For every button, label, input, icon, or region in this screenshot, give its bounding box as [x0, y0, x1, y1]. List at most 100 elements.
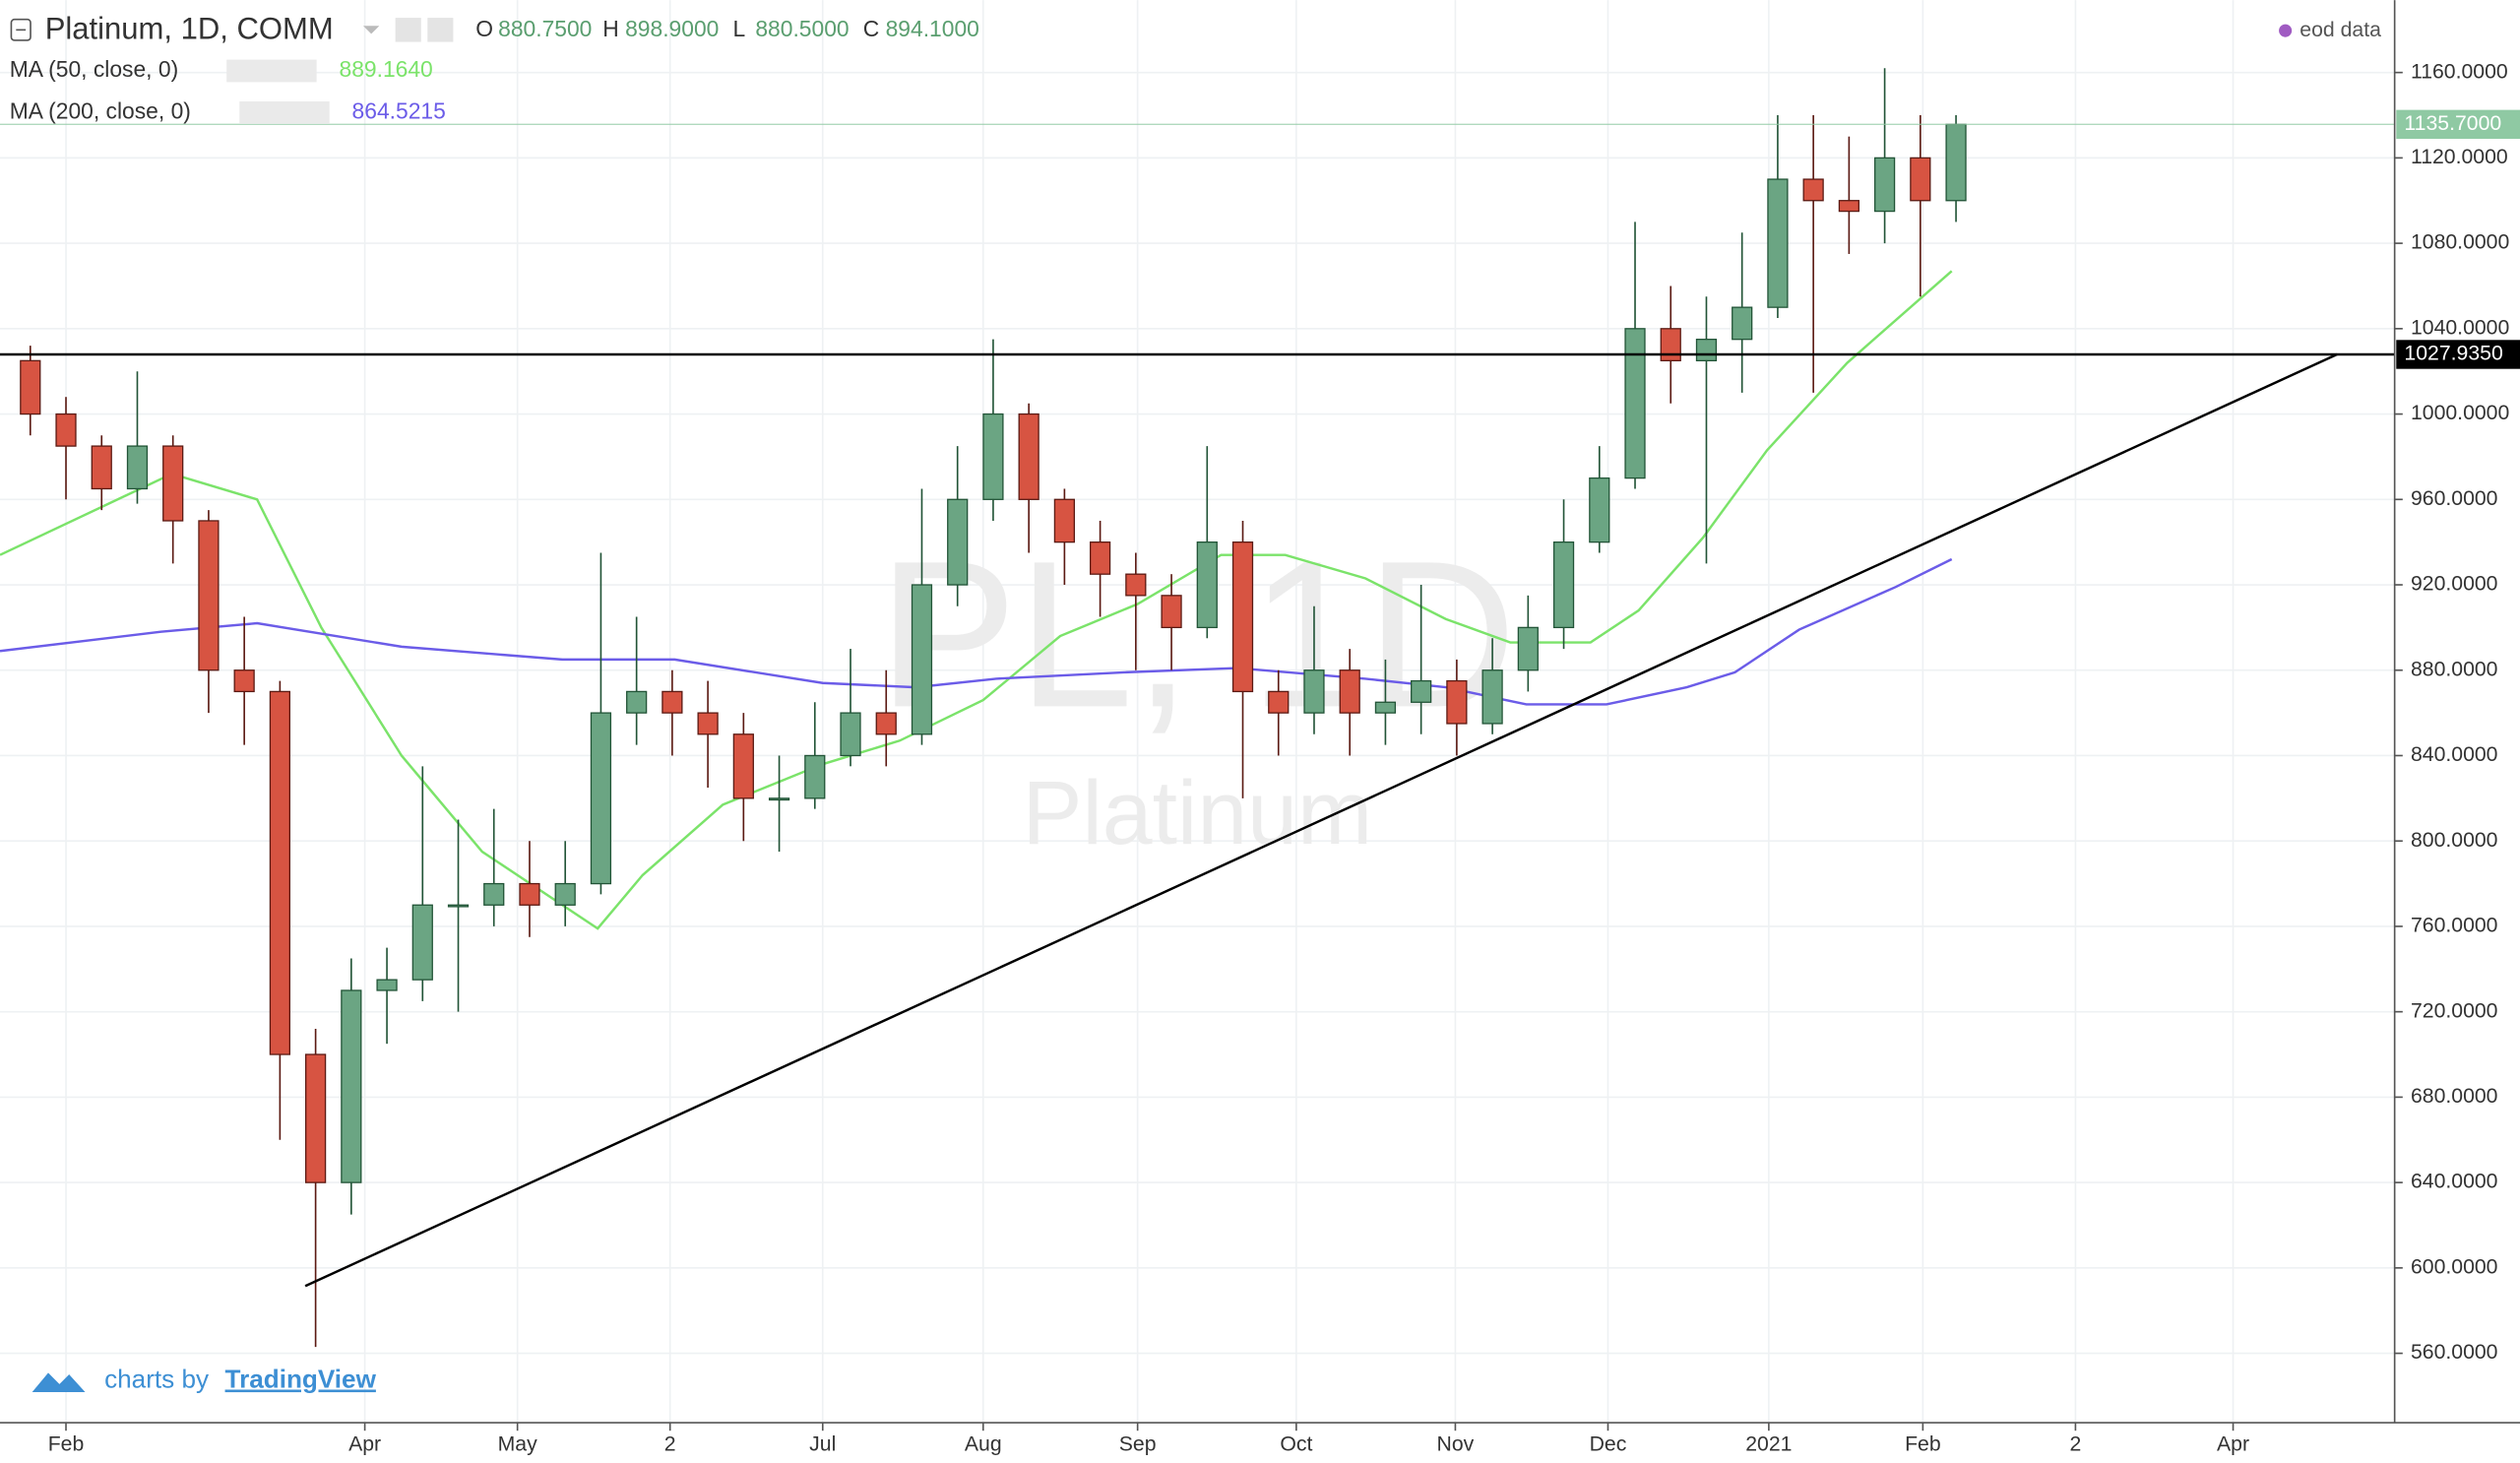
candle-body	[1268, 690, 1290, 714]
quote-label: H	[602, 16, 619, 41]
candle-body	[162, 445, 184, 522]
candle-body	[341, 989, 362, 1183]
price-label-bg	[2396, 340, 2520, 369]
y-tick-label: 1160.0000	[2411, 60, 2508, 83]
trend-line	[304, 352, 2338, 1288]
y-tick-label: 680.0000	[2411, 1085, 2498, 1108]
candle-body	[1945, 123, 1967, 202]
indicator-value: 864.5215	[352, 97, 446, 123]
y-tick-label: 1080.0000	[2411, 231, 2509, 254]
y-tick-label: 840.0000	[2411, 743, 2498, 766]
candle-body	[1767, 178, 1789, 308]
x-tick-label: Apr	[348, 1433, 381, 1456]
candle-body	[233, 669, 255, 693]
candle-body	[1732, 306, 1753, 341]
candle-body	[1695, 339, 1718, 362]
x-tick-label: Apr	[2217, 1433, 2249, 1456]
candle-body	[982, 413, 1004, 500]
price-label: 1135.7000	[2404, 112, 2501, 135]
source-dot	[2279, 24, 2293, 37]
dropdown-arrow[interactable]	[362, 26, 380, 34]
candle-body	[411, 904, 433, 981]
moving-average-line	[0, 557, 1953, 706]
candle-body	[1802, 178, 1824, 202]
candle-body	[1161, 595, 1182, 629]
candle-body	[1411, 679, 1432, 703]
candle-body	[1339, 669, 1360, 714]
y-tick-label: 920.0000	[2411, 573, 2498, 596]
y-tick-label: 880.0000	[2411, 658, 2498, 680]
quote-value: 898.9000	[625, 16, 719, 41]
candle-body	[554, 882, 576, 906]
candle-body	[1552, 541, 1575, 629]
candle-body	[1481, 669, 1503, 725]
candle-body	[590, 712, 612, 885]
candle-body	[1446, 679, 1468, 725]
candle-body	[91, 445, 112, 490]
quote-value: 880.5000	[755, 16, 849, 41]
candle-body	[875, 712, 897, 735]
price-label: 1027.9350	[2404, 343, 2502, 365]
x-tick-label: 2	[664, 1433, 676, 1456]
quote-value: 880.7500	[498, 16, 592, 41]
brand-prefix: charts by	[104, 1364, 209, 1393]
x-tick-label: May	[498, 1433, 537, 1456]
y-tick-label: 800.0000	[2411, 829, 2498, 852]
candle-body	[376, 979, 398, 991]
candle-body	[1018, 413, 1040, 500]
eye-icon[interactable]	[395, 18, 421, 42]
collapse-icon[interactable]	[10, 18, 32, 41]
candle-body	[1374, 701, 1397, 714]
brand-logo	[32, 1372, 86, 1393]
candle-body	[1089, 541, 1111, 575]
candle-body	[626, 690, 648, 714]
candle-body	[804, 754, 826, 799]
x-tick-label: Aug	[965, 1433, 1002, 1456]
x-tick-label: Sep	[1119, 1433, 1157, 1456]
candle-body	[1910, 157, 1931, 202]
indicator-name: MA (50, close, 0)	[10, 56, 178, 82]
candle-body	[662, 690, 683, 714]
y-tick-label: 1000.0000	[2411, 402, 2509, 424]
candle-body	[947, 498, 969, 586]
x-tick-label: Feb	[48, 1433, 85, 1456]
y-tick-label: 960.0000	[2411, 487, 2498, 510]
candle-body	[304, 1053, 327, 1183]
candle-body	[1517, 626, 1539, 671]
indicator-icons[interactable]	[226, 59, 317, 83]
x-tick-label: 2	[2070, 1433, 2082, 1456]
settings-icon[interactable]	[427, 18, 454, 42]
quote-label: O	[475, 16, 493, 41]
moving-average-line	[0, 270, 1953, 930]
indicator-icons[interactable]	[239, 101, 330, 124]
quote-value: 894.1000	[886, 16, 979, 41]
x-tick-label: Feb	[1905, 1433, 1941, 1456]
x-tick-label: Oct	[1280, 1433, 1312, 1456]
x-tick-label: 2021	[1745, 1433, 1792, 1456]
x-tick-label: Nov	[1437, 1433, 1475, 1456]
quote-label: C	[863, 16, 880, 41]
candle-body	[1873, 157, 1896, 213]
candle-body	[447, 904, 470, 908]
candle-body	[1303, 669, 1325, 714]
price-label-bg	[2396, 109, 2520, 140]
indicator-name: MA (200, close, 0)	[10, 97, 191, 123]
brand-link[interactable]: TradingView	[225, 1364, 377, 1393]
candle-body	[1624, 328, 1646, 479]
quote-label: L	[732, 16, 745, 41]
y-tick-label: 1040.0000	[2411, 316, 2509, 339]
candle-body	[198, 520, 220, 671]
candle-body	[269, 690, 290, 1055]
candle-body	[840, 712, 861, 757]
candle-body	[1125, 573, 1147, 597]
x-tick-label: Jul	[809, 1433, 836, 1456]
candle-body	[1838, 200, 1859, 213]
watermark-name: Platinum	[1023, 763, 1373, 863]
candle-body	[20, 359, 41, 415]
candle-body	[1231, 541, 1254, 693]
candle-body	[911, 584, 933, 735]
source-label: eod data	[2300, 19, 2381, 41]
candle-body	[1660, 328, 1681, 362]
